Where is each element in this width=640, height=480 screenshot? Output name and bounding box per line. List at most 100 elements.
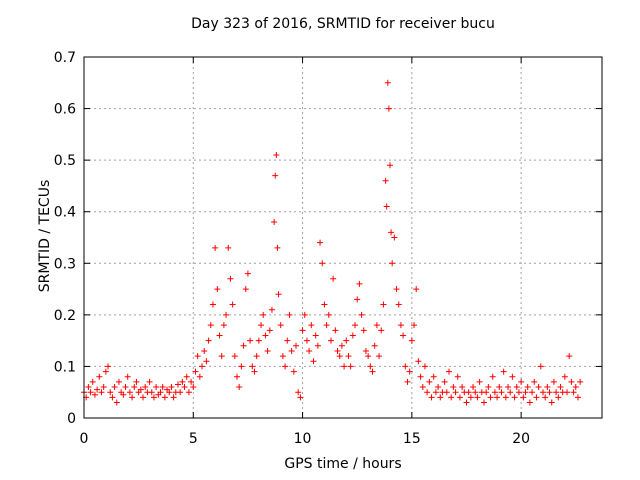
data-points [81, 79, 584, 406]
data-point [192, 368, 199, 375]
data-point [268, 306, 275, 313]
data-point [564, 389, 571, 396]
data-point [574, 394, 581, 401]
data-point [102, 368, 109, 375]
data-point [140, 394, 147, 401]
data-point [161, 394, 168, 401]
data-point [89, 378, 96, 385]
data-point [253, 353, 260, 360]
data-point [354, 296, 361, 303]
data-point [515, 389, 522, 396]
data-point [496, 384, 503, 391]
data-point [383, 203, 390, 210]
data-point [96, 373, 103, 380]
data-point [317, 239, 324, 246]
data-point [522, 389, 529, 396]
data-point [417, 373, 424, 380]
y-tick-label: 0.7 [54, 50, 76, 66]
data-point [360, 327, 367, 334]
data-point [376, 353, 383, 360]
data-point [415, 358, 422, 365]
data-point [570, 389, 577, 396]
data-point [244, 270, 251, 277]
data-point [365, 353, 372, 360]
data-point [190, 384, 197, 391]
data-point [454, 373, 461, 380]
x-axis-label: GPS time / hours [284, 456, 402, 472]
data-point [299, 327, 306, 334]
data-point [524, 384, 531, 391]
data-point [312, 332, 319, 339]
data-point [284, 337, 291, 344]
data-point [231, 353, 238, 360]
y-axis-label: SRMTID / TECUs [37, 179, 53, 293]
data-point [362, 347, 369, 354]
data-point [142, 384, 149, 391]
data-point [146, 378, 153, 385]
data-point [485, 384, 492, 391]
data-point [233, 373, 240, 380]
data-point [369, 368, 376, 375]
data-point [404, 378, 411, 385]
data-point [537, 363, 544, 370]
data-point [384, 79, 391, 86]
data-point [544, 384, 551, 391]
data-point [266, 327, 273, 334]
data-point [100, 384, 107, 391]
data-point [343, 337, 350, 344]
x-tick-label: 20 [512, 431, 530, 447]
data-point [535, 384, 542, 391]
data-point [306, 347, 313, 354]
data-point [272, 172, 279, 179]
data-point [467, 394, 474, 401]
data-point [258, 322, 265, 329]
data-point [325, 311, 332, 318]
data-point [277, 322, 284, 329]
data-point [274, 244, 281, 251]
y-tick-label: 0 [67, 411, 76, 427]
x-tick-label: 15 [403, 431, 421, 447]
data-point [288, 347, 295, 354]
data-point [332, 327, 339, 334]
data-point [229, 301, 236, 308]
data-point [174, 381, 181, 388]
data-point [400, 332, 407, 339]
data-point [539, 389, 546, 396]
data-point [330, 275, 337, 282]
data-point [463, 399, 470, 406]
data-point [572, 384, 579, 391]
data-point [225, 244, 232, 251]
data-point [275, 291, 282, 298]
data-point [555, 394, 562, 401]
data-point [148, 389, 155, 396]
x-tick-label: 10 [294, 431, 312, 447]
data-point [303, 337, 310, 344]
data-point [236, 384, 243, 391]
data-point [242, 286, 249, 293]
data-point [150, 394, 157, 401]
data-point [526, 399, 533, 406]
data-point [513, 384, 520, 391]
data-point [428, 394, 435, 401]
data-point [240, 342, 247, 349]
data-point [421, 363, 428, 370]
data-point [157, 389, 164, 396]
data-point [476, 378, 483, 385]
data-point [207, 322, 214, 329]
data-point [408, 337, 415, 344]
data-point [465, 389, 472, 396]
data-point [406, 368, 413, 375]
data-point [179, 378, 186, 385]
data-point [223, 311, 230, 318]
chart-title: Day 323 of 2016, SRMTID for receiver buc… [191, 16, 495, 32]
data-point [533, 394, 540, 401]
data-point [452, 389, 459, 396]
data-point [159, 384, 166, 391]
grid-lines [84, 57, 602, 418]
y-tick-label: 0.3 [54, 256, 76, 272]
data-point [181, 384, 188, 391]
data-point [131, 384, 138, 391]
data-point [310, 358, 317, 365]
data-point [314, 342, 321, 349]
data-point [290, 368, 297, 375]
